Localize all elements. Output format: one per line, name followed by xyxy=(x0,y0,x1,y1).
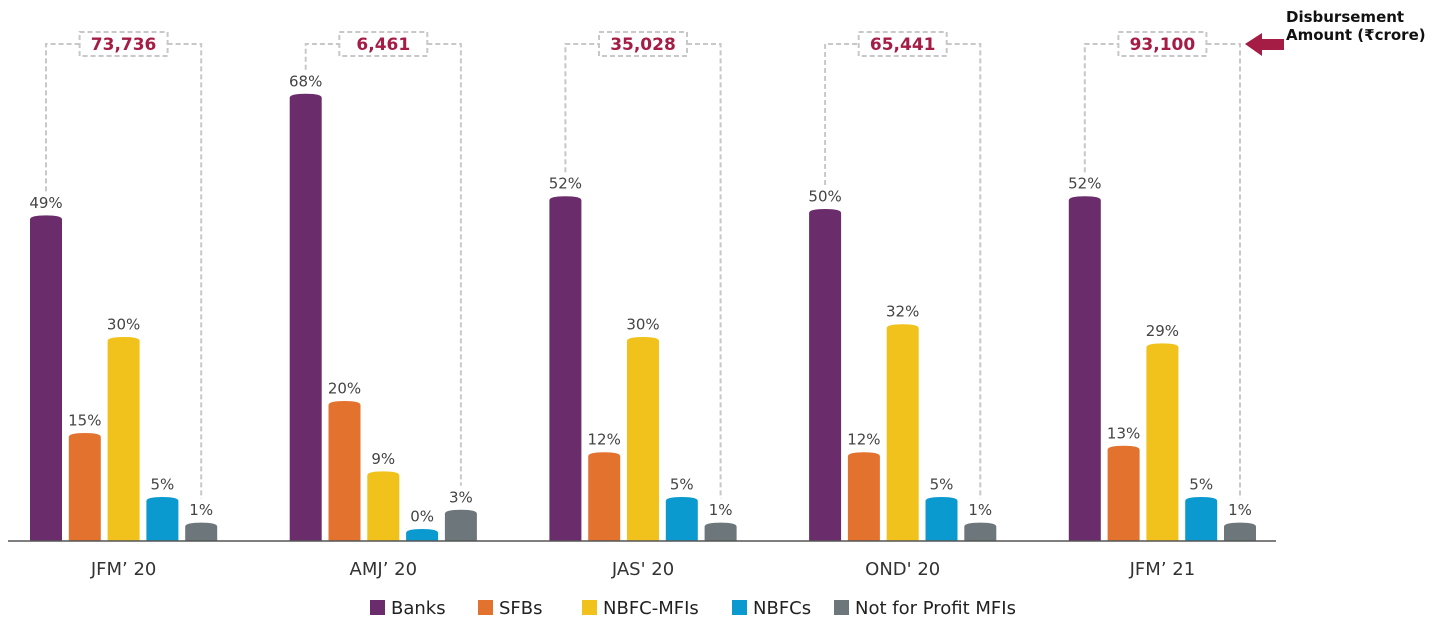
legend-label: NBFC-MFIs xyxy=(603,598,699,619)
x-tick-label: OND' 20 xyxy=(865,559,940,580)
bar xyxy=(665,497,698,541)
legend-swatch xyxy=(478,600,493,615)
value-label: 5% xyxy=(151,476,175,494)
amount-label: 35,028 xyxy=(610,35,676,55)
bar xyxy=(1107,445,1140,541)
bracket xyxy=(45,43,203,499)
bar xyxy=(1185,497,1218,541)
legend-swatch xyxy=(732,600,747,615)
annotation: Disbursement Amount (₹crore) xyxy=(1286,8,1426,44)
value-label: 49% xyxy=(29,194,62,212)
bracket xyxy=(824,43,982,499)
bar xyxy=(367,471,400,541)
legend-label: SFBs xyxy=(499,598,543,619)
amount-label: 93,100 xyxy=(1130,35,1196,55)
bar xyxy=(328,401,361,541)
bar xyxy=(704,522,737,541)
bar xyxy=(847,452,880,541)
bar xyxy=(1068,196,1101,541)
bracket xyxy=(304,43,462,486)
amount-label: 65,441 xyxy=(870,35,936,55)
bar xyxy=(1224,522,1256,541)
legend-swatch xyxy=(834,600,849,615)
value-label: 5% xyxy=(1189,476,1213,494)
value-label: 1% xyxy=(1228,501,1252,519)
legend-label: Banks xyxy=(391,598,446,619)
value-label: 9% xyxy=(371,450,395,468)
value-label: 52% xyxy=(549,175,582,193)
bar xyxy=(444,509,477,541)
arrow xyxy=(1245,33,1284,56)
value-label: 1% xyxy=(709,501,733,519)
bar xyxy=(925,497,958,541)
value-label: 15% xyxy=(68,412,101,430)
amount-label: 6,461 xyxy=(356,35,410,55)
amount-box xyxy=(1117,31,1208,57)
amount-box xyxy=(338,31,429,57)
bar xyxy=(549,196,582,541)
bracket xyxy=(564,43,722,499)
bar xyxy=(30,215,62,541)
value-label: 1% xyxy=(189,501,213,519)
value-label: 52% xyxy=(1068,175,1101,193)
bracket xyxy=(1083,43,1241,499)
bar xyxy=(1146,343,1179,541)
value-label: 1% xyxy=(968,501,992,519)
value-label: 20% xyxy=(328,380,361,398)
bar xyxy=(588,452,621,541)
value-label: 12% xyxy=(588,431,621,449)
legend-swatch xyxy=(582,600,597,615)
x-tick-label: JAS' 20 xyxy=(611,559,674,580)
x-tick-label: JFM’ 21 xyxy=(1129,559,1196,580)
bar xyxy=(289,93,322,542)
bar xyxy=(68,433,101,541)
bar xyxy=(964,522,997,541)
amount-box xyxy=(857,31,948,57)
amount-label: 73,736 xyxy=(91,35,157,55)
bar xyxy=(406,529,439,541)
value-label: 30% xyxy=(107,316,140,334)
value-label: 5% xyxy=(670,476,694,494)
bar xyxy=(886,324,919,541)
amount-box xyxy=(598,31,688,57)
value-label: 29% xyxy=(1146,322,1179,340)
x-tick-label: JFM’ 20 xyxy=(90,559,157,580)
value-label: 30% xyxy=(626,316,659,334)
value-label: 13% xyxy=(1107,424,1140,442)
bar xyxy=(185,522,218,541)
value-label: 0% xyxy=(410,508,434,526)
bar xyxy=(809,209,842,541)
value-label: 68% xyxy=(289,72,322,90)
x-tick-label: AMJ’ 20 xyxy=(350,559,418,580)
value-label: 50% xyxy=(808,188,841,206)
value-label: 5% xyxy=(930,476,954,494)
legend-swatch xyxy=(370,600,385,615)
bar xyxy=(107,337,140,541)
legend-label: NBFCs xyxy=(753,598,811,619)
value-label: 12% xyxy=(847,431,880,449)
bar xyxy=(146,497,179,541)
amount-box xyxy=(78,31,169,57)
legend-label: Not for Profit MFIs xyxy=(855,598,1016,619)
bar xyxy=(627,337,659,541)
value-label: 3% xyxy=(449,488,473,506)
value-label: 32% xyxy=(886,303,919,321)
